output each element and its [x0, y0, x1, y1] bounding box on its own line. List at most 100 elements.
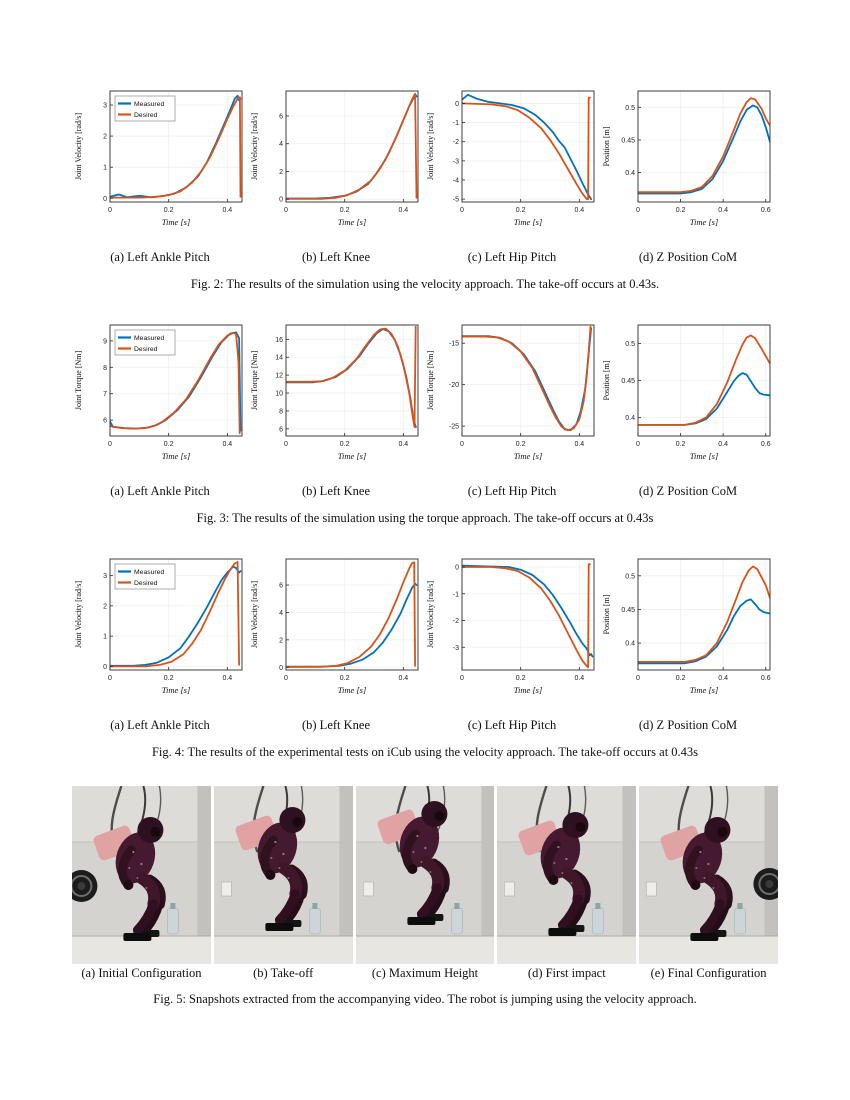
y-tick-label: 3: [103, 102, 107, 109]
chart-canvas: 0 0.2 0.4 0 2 4 6 Time [s] Joint Velocity [rad/s…: [250, 558, 419, 695]
x-axis-label: Time [s]: [338, 217, 367, 227]
y-tick-label: 0.45: [621, 137, 635, 144]
y-tick-label: 0.5: [625, 573, 635, 580]
y-tick-label: 0.4: [625, 641, 635, 648]
chart: 0 0.2 0.4 0 2 4 6 Time [s] Joint Velocity [rad/s…: [248, 84, 424, 268]
chart: 0 0.2 0.4 0 2 4 6 Time [s] Joint Velocity [rad/s…: [248, 552, 424, 736]
x-tick-label: 0: [284, 675, 288, 682]
series-desired: [286, 325, 417, 428]
y-tick-label: -3: [453, 158, 459, 165]
legend-box: [114, 95, 176, 122]
chart: 0 0.2 0.4 0 1 2 3 Time [s] Joint Velocity [rad/s…: [72, 552, 248, 736]
chart-subcaption: (c) Left Hip Pitch: [467, 484, 557, 498]
series-measured: [638, 598, 770, 665]
x-tick-label: 0.2: [340, 207, 350, 214]
x-tick-label: 0.4: [398, 441, 408, 448]
x-tick-label: 0: [636, 441, 640, 448]
y-tick-label: 8: [103, 365, 107, 372]
y-tick-label: 10: [275, 391, 283, 398]
x-axis-label: Time [s]: [338, 451, 367, 461]
chart-canvas: 0 0.2 0.4 0 -1 -2 -3 -4 -5 Time [s] Joint Velocity…: [426, 90, 595, 227]
chart: 0 0.2 0.4 0.6 0.4 0.45 0.5 Time [s] Position [m]…: [600, 84, 776, 268]
y-axis-label: Joint Velocity [rad/s]: [74, 581, 83, 648]
y-tick-label: -1: [453, 591, 459, 598]
series-measured: [638, 104, 770, 195]
y-tick-label: 0: [279, 197, 283, 204]
chart-canvas: 0 0.2 0.4 -15 -20 -25 Time [s] Joint Torque [Nm…: [426, 324, 595, 461]
photo-caption: (a) Initial Configuration: [81, 966, 202, 980]
x-tick-label: 0.2: [516, 441, 526, 448]
y-axis-label: Joint Velocity [rad/s]: [426, 113, 435, 180]
figure-3: 0 0.2 0.4 6 7 8 9 Time [s] Joint Torque [Nm] Meas…: [72, 318, 778, 526]
chart: 0 0.2 0.4 -15 -20 -25 Time [s] Joint Torque [Nm…: [424, 318, 600, 502]
y-tick-label: 6: [279, 426, 283, 433]
legend-label: Measured: [134, 335, 164, 342]
y-axis-label: Position [m]: [602, 126, 611, 166]
y-tick-label: 0.4: [625, 415, 635, 422]
chart-canvas: 0 0.2 0.4 6 7 8 9 Time [s] Joint Torque [Nm] Meas…: [74, 324, 243, 461]
chart-subcaption: (a) Left Ankle Pitch: [110, 484, 210, 498]
chart: 0 0.2 0.4 0.6 0.4 0.45 0.5 Time [s] Position [m]…: [600, 318, 776, 502]
x-axis-label: Time [s]: [690, 685, 719, 695]
series-desired: [110, 331, 241, 435]
figure-caption: Fig. 2: The results of the simulation us…: [190, 277, 660, 291]
photo-row: (a) Initial Configuration (b) Take-off (…: [72, 786, 778, 984]
x-tick-label: 0.2: [516, 675, 526, 682]
chart-grid: 0 0.2 0.4 0 1 2 3 Time [s] Joint Velocity [rad/s…: [72, 552, 778, 736]
y-tick-label: -20: [449, 382, 459, 389]
series-desired: [110, 96, 242, 199]
x-tick-label: 0.4: [574, 441, 584, 448]
chart-canvas: 0 0.2 0.4 0 -1 -2 -3 Time [s] Joint Velocity [ra…: [426, 558, 595, 695]
photo-caption: (b) Take-off: [253, 966, 314, 980]
y-tick-label: 4: [279, 141, 283, 148]
robot-photo: [213, 786, 353, 964]
y-tick-label: -15: [449, 341, 459, 348]
x-axis-label: Time [s]: [514, 685, 543, 695]
y-axis-label: Joint Velocity [rad/s]: [426, 581, 435, 648]
y-tick-label: 7: [103, 391, 107, 398]
x-tick-label: 0.4: [222, 207, 232, 214]
x-axis-label: Time [s]: [162, 217, 191, 227]
robot-photo: [639, 786, 778, 964]
chart-canvas: 0 0.2 0.4 0.6 0.4 0.45 0.5 Time [s] Position [m]: [602, 324, 771, 461]
y-axis-label: Joint Velocity [rad/s]: [250, 113, 259, 180]
y-tick-label: 0.45: [621, 378, 635, 385]
x-tick-label: 0.6: [761, 207, 771, 214]
chart-subcaption: (c) Left Hip Pitch: [467, 250, 557, 264]
y-axis-label: Joint Torque [Nm]: [74, 351, 83, 411]
figures: 0 0.2 0.4 0 1 2 3 Time [s] Joint Velocity [rad/s…: [72, 84, 778, 760]
photo-caption: (e) Final Configuration: [650, 966, 767, 980]
x-tick-label: 0.2: [676, 207, 686, 214]
y-tick-label: 0.45: [621, 607, 635, 614]
y-tick-label: 2: [279, 637, 283, 644]
series-desired: [286, 561, 417, 668]
x-tick-label: 0: [284, 441, 288, 448]
x-axis-label: Time [s]: [162, 685, 191, 695]
photo-caption: (d) First impact: [527, 966, 606, 980]
figure-5: (a) Initial Configuration (b) Take-off (…: [72, 786, 778, 1007]
series-desired: [286, 92, 418, 200]
chart-subcaption: (d) Z Position CoM: [638, 250, 738, 264]
y-tick-label: -5: [453, 197, 459, 204]
x-tick-label: 0.2: [340, 675, 350, 682]
robot-photo: [355, 786, 495, 964]
y-tick-label: -2: [453, 139, 459, 146]
y-tick-label: 1: [103, 634, 107, 641]
y-tick-label: -4: [453, 177, 459, 184]
y-tick-label: 14: [275, 355, 283, 362]
chart-canvas: 0 0.2 0.4 0.6 0.4 0.45 0.5 Time [s] Position [m]: [602, 90, 771, 227]
robot-photo: [72, 786, 211, 964]
chart-canvas: 0 0.2 0.4 0 1 2 3 Time [s] Joint Velocity [rad/s…: [74, 90, 243, 227]
photo-take-off: (b) Take-off: [213, 786, 353, 984]
y-tick-label: 8: [279, 408, 283, 415]
chart: 0 0.2 0.4 0 -1 -2 -3 Time [s] Joint Velocity [ra…: [424, 552, 600, 736]
y-axis-label: Position [m]: [602, 360, 611, 400]
chart-subcaption: (b) Left Knee: [301, 250, 371, 264]
chart-canvas: 0 0.2 0.4 0.6 0.4 0.45 0.5 Time [s] Position [m]: [602, 558, 771, 695]
figure-2: 0 0.2 0.4 0 1 2 3 Time [s] Joint Velocity [rad/s…: [72, 84, 778, 292]
legend-label: Desired: [134, 580, 158, 587]
y-tick-label: 2: [103, 134, 107, 141]
y-axis-label: Joint Torque [Nm]: [426, 351, 435, 411]
chart-grid: 0 0.2 0.4 0 1 2 3 Time [s] Joint Velocity [rad/s…: [72, 84, 778, 268]
legend-box: [114, 329, 176, 356]
